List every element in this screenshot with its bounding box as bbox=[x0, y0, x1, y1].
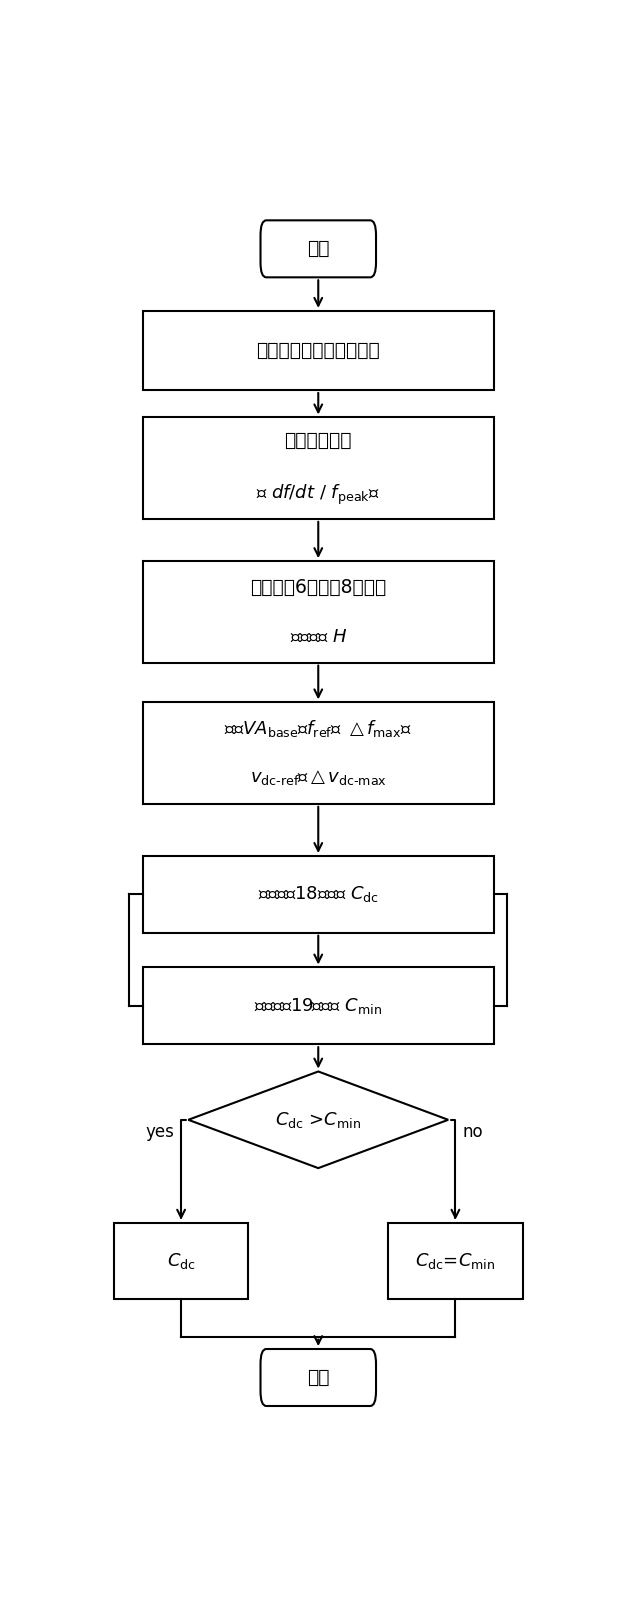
FancyBboxPatch shape bbox=[261, 1348, 376, 1406]
Bar bbox=[143, 702, 494, 804]
Text: （ $\mathit{df}$/$\mathit{dt}$ / $f_{\rm peak}$）: （ $\mathit{df}$/$\mathit{dt}$ / $f_{\rm … bbox=[256, 483, 380, 507]
Bar bbox=[143, 562, 494, 663]
Text: 根据式（18）设计 $\mathit{C}_{\rm dc}$: 根据式（18）设计 $\mathit{C}_{\rm dc}$ bbox=[258, 885, 379, 904]
Text: 惯量补偿 $\mathit{H}$: 惯量补偿 $\mathit{H}$ bbox=[289, 628, 347, 645]
Bar bbox=[143, 967, 494, 1044]
FancyBboxPatch shape bbox=[261, 220, 376, 277]
Text: no: no bbox=[463, 1123, 483, 1141]
Bar bbox=[143, 311, 494, 389]
Bar bbox=[143, 417, 494, 520]
Polygon shape bbox=[188, 1072, 448, 1168]
Text: $\mathit{C}_{\rm dc}$=$\mathit{C}_{\rm min}$: $\mathit{C}_{\rm dc}$=$\mathit{C}_{\rm m… bbox=[415, 1252, 496, 1271]
Text: $\mathit{C}_{\rm dc}$: $\mathit{C}_{\rm dc}$ bbox=[166, 1252, 196, 1271]
Text: 同步发电机频率响应曲线: 同步发电机频率响应曲线 bbox=[256, 341, 380, 360]
Text: 频率性能指标: 频率性能指标 bbox=[284, 431, 352, 451]
Text: 结束: 结束 bbox=[307, 1368, 330, 1387]
Bar bbox=[388, 1223, 523, 1300]
Text: $\mathit{v}_{\rm dc\text{-}ref}$和$\triangle \mathit{v}_{\rm dc\text{-}max}$: $\mathit{v}_{\rm dc\text{-}ref}$和$\trian… bbox=[250, 769, 387, 787]
Bar bbox=[143, 856, 494, 933]
Bar bbox=[114, 1223, 248, 1300]
Text: 根据式（6）、（8）确定: 根据式（6）、（8）确定 bbox=[250, 578, 386, 597]
Text: 设定$\mathit{VA}_{\rm base}$、$\mathit{f}_{\rm ref}$、 $\triangle \mathit{f}_{\rm ma: 设定$\mathit{VA}_{\rm base}$、$\mathit{f}_{… bbox=[224, 718, 412, 739]
Text: 根据式（19）计算 $\mathit{C}_{\rm min}$: 根据式（19）计算 $\mathit{C}_{\rm min}$ bbox=[254, 996, 383, 1015]
Text: 开始: 开始 bbox=[307, 240, 330, 259]
Text: $\mathit{C}_{\rm dc}$ >$\mathit{C}_{\rm min}$: $\mathit{C}_{\rm dc}$ >$\mathit{C}_{\rm … bbox=[275, 1110, 361, 1130]
Text: yes: yes bbox=[145, 1123, 174, 1141]
